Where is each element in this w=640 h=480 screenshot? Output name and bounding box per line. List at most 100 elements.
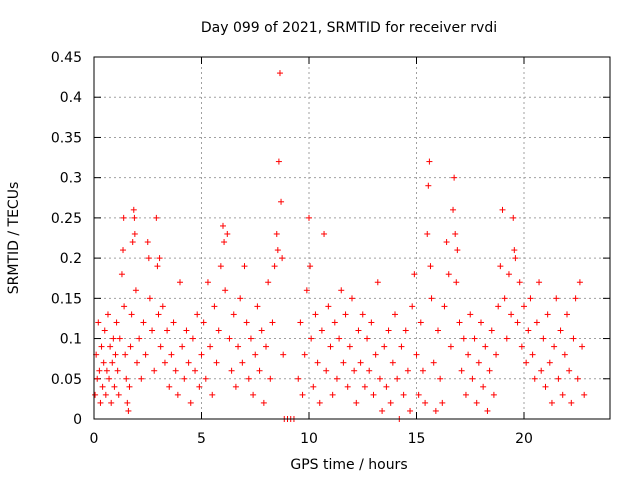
data-point xyxy=(121,303,128,310)
data-point xyxy=(247,335,254,342)
x-tick-label: 10 xyxy=(300,431,318,447)
data-point xyxy=(357,359,364,366)
data-point xyxy=(170,319,177,326)
data-point xyxy=(435,327,441,334)
data-point xyxy=(130,206,137,213)
data-point xyxy=(232,383,239,390)
data-point xyxy=(407,407,414,414)
data-point xyxy=(108,399,115,406)
data-point xyxy=(430,359,437,366)
data-point xyxy=(113,319,120,326)
data-point xyxy=(217,263,224,270)
data-point xyxy=(443,239,450,246)
data-point xyxy=(241,263,248,270)
data-point xyxy=(263,343,269,350)
data-point xyxy=(316,399,323,406)
data-point xyxy=(271,263,278,270)
data-point xyxy=(222,287,229,294)
data-point xyxy=(329,391,336,398)
data-point xyxy=(314,359,321,366)
data-point xyxy=(361,383,368,390)
data-point xyxy=(194,311,201,318)
data-point xyxy=(185,359,192,366)
data-point xyxy=(331,319,338,326)
data-point xyxy=(355,327,362,334)
data-point xyxy=(425,182,432,189)
data-point xyxy=(353,399,360,406)
data-point xyxy=(452,230,459,237)
data-point xyxy=(411,271,418,278)
data-point xyxy=(301,351,308,358)
data-point xyxy=(402,327,409,334)
data-point xyxy=(243,319,250,326)
data-point xyxy=(134,359,140,366)
data-point xyxy=(379,407,386,414)
data-point xyxy=(154,263,161,270)
data-point xyxy=(275,158,282,165)
data-point xyxy=(561,351,568,358)
data-point xyxy=(226,335,233,342)
data-point xyxy=(200,319,207,326)
data-point xyxy=(202,375,209,382)
data-point xyxy=(385,327,392,334)
data-point xyxy=(387,399,394,406)
data-point xyxy=(437,375,444,382)
data-point xyxy=(497,263,504,270)
data-point xyxy=(151,367,158,374)
data-point xyxy=(146,295,153,302)
data-point xyxy=(107,343,114,350)
data-point xyxy=(297,319,304,326)
data-point xyxy=(451,174,458,181)
data-point xyxy=(480,383,487,390)
y-tick-label: 0.05 xyxy=(51,372,82,388)
data-points xyxy=(92,70,588,422)
data-point xyxy=(490,391,497,398)
plot-border xyxy=(93,56,611,420)
data-point xyxy=(149,327,156,334)
data-point xyxy=(514,319,521,326)
data-point xyxy=(557,327,564,334)
data-point xyxy=(579,343,586,350)
y-tick-label: 0.2 xyxy=(60,251,82,267)
data-point xyxy=(114,367,121,374)
data-point xyxy=(511,247,518,254)
data-point xyxy=(312,311,319,318)
data-point xyxy=(310,383,317,390)
data-point xyxy=(540,335,547,342)
data-point xyxy=(404,367,411,374)
data-point xyxy=(510,214,517,221)
data-point xyxy=(258,327,265,334)
data-point xyxy=(120,247,127,254)
data-point xyxy=(307,263,314,270)
data-point xyxy=(92,391,99,398)
x-tick-label: 20 xyxy=(515,431,533,447)
data-point xyxy=(164,327,171,334)
data-point xyxy=(250,391,257,398)
data-point xyxy=(548,399,555,406)
data-point xyxy=(413,351,420,358)
data-point xyxy=(174,391,181,398)
data-point xyxy=(340,359,347,366)
data-point xyxy=(97,399,104,406)
data-point xyxy=(417,319,424,326)
data-point xyxy=(493,351,500,358)
data-point xyxy=(342,311,349,318)
data-point xyxy=(276,70,283,77)
data-point xyxy=(333,375,340,382)
data-point xyxy=(389,359,396,366)
data-point xyxy=(179,343,186,350)
data-point xyxy=(220,222,226,229)
data-point xyxy=(351,367,358,374)
data-point xyxy=(116,335,123,342)
data-point xyxy=(204,279,211,286)
data-point xyxy=(568,399,575,406)
data-point xyxy=(321,230,328,237)
data-point xyxy=(207,343,214,350)
data-point xyxy=(370,391,377,398)
data-point xyxy=(460,335,467,342)
data-point xyxy=(221,239,228,246)
y-tick-label: 0.45 xyxy=(51,50,82,66)
data-point xyxy=(192,367,199,374)
